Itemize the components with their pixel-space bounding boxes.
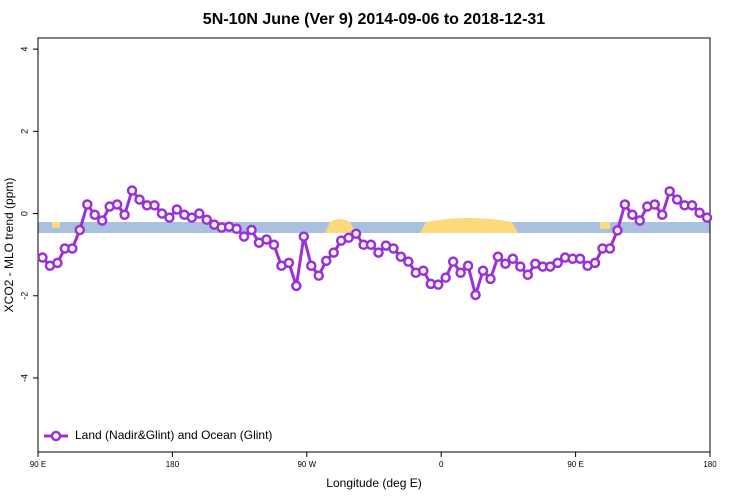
data-point <box>261 234 272 245</box>
data-point <box>350 228 362 239</box>
data-point <box>74 224 86 236</box>
x-tick-label: 180 <box>703 460 717 469</box>
data-point <box>440 272 451 283</box>
x-tick-label: 90 E <box>567 460 583 469</box>
data-point <box>37 252 48 263</box>
y-axis-label: XCO2 - MLO trend (ppm) <box>2 178 16 313</box>
data-point <box>52 257 63 269</box>
data-point <box>111 199 123 210</box>
legend-marker <box>50 430 62 442</box>
x-tick-label: 90 W <box>297 460 316 469</box>
data-point <box>664 186 675 197</box>
data-point <box>231 223 242 235</box>
data-point <box>156 208 168 219</box>
data-point <box>671 194 683 205</box>
data-point <box>126 185 138 196</box>
data-point <box>246 224 257 236</box>
ocean-band <box>38 222 710 233</box>
data-point <box>694 207 705 218</box>
data-point <box>492 251 504 262</box>
data-point <box>268 239 280 251</box>
land-patch <box>325 219 356 233</box>
data-point <box>164 212 175 223</box>
data-point <box>395 251 407 262</box>
y-tick-label: -4 <box>19 374 29 382</box>
data-point <box>67 243 78 254</box>
land-patch <box>600 222 610 229</box>
data-point <box>171 204 183 215</box>
data-point <box>656 209 668 221</box>
data-point <box>462 260 474 272</box>
data-point <box>343 232 354 244</box>
data-point <box>403 256 414 267</box>
land-patch <box>420 218 518 233</box>
data-point <box>627 209 638 221</box>
y-tick-label: 2 <box>19 129 29 134</box>
data-point <box>283 257 295 269</box>
data-point <box>701 212 713 223</box>
data-point <box>306 260 317 272</box>
x-axis-label: Longitude (deg E) <box>326 476 421 490</box>
data-point <box>373 247 384 258</box>
data-point <box>418 265 429 276</box>
data-point <box>96 215 108 226</box>
data-point <box>515 261 526 272</box>
data-point <box>552 257 563 269</box>
data-point <box>328 247 339 258</box>
data-point <box>447 256 459 267</box>
data-point <box>604 243 616 254</box>
data-point <box>89 209 100 221</box>
y-tick-label: 4 <box>19 47 29 52</box>
data-point <box>612 225 623 236</box>
data-point <box>238 231 250 242</box>
data-point <box>619 199 631 210</box>
data-point <box>194 208 205 219</box>
chart-title: 5N-10N June (Ver 9) 2014-09-06 to 2018-1… <box>203 11 546 28</box>
data-point <box>291 280 302 292</box>
data-point <box>119 209 130 221</box>
data-point <box>313 270 324 281</box>
data-point <box>574 253 586 265</box>
legend-label: Land (Nadir&Glint) and Ocean (Glint) <box>75 428 272 442</box>
land-patch <box>52 222 60 228</box>
x-tick-label: 180 <box>166 460 180 469</box>
data-point <box>649 199 660 210</box>
data-point <box>432 279 444 290</box>
x-tick-label: 90 E <box>30 460 46 469</box>
data-point <box>485 273 496 285</box>
data-point <box>470 289 481 301</box>
data-point <box>388 243 399 254</box>
data-point <box>686 200 698 211</box>
data-point <box>298 231 310 242</box>
data-point <box>500 258 511 269</box>
x-tick-label: 0 <box>439 460 444 469</box>
data-point <box>320 255 332 267</box>
plot-frame <box>37 37 711 453</box>
data-point <box>186 212 198 223</box>
y-tick-label: 0 <box>19 211 29 216</box>
data-point <box>477 265 489 276</box>
data-point <box>365 239 377 251</box>
data-point <box>82 199 93 210</box>
data-point <box>201 214 212 225</box>
data-point <box>455 267 466 279</box>
data-point <box>522 269 534 281</box>
data-point <box>589 257 601 269</box>
data-point <box>134 194 145 205</box>
data-point <box>507 253 519 265</box>
data-point <box>149 200 160 211</box>
data-point <box>634 215 646 226</box>
y-tick-label: -2 <box>19 292 29 300</box>
surface-band <box>38 218 710 233</box>
